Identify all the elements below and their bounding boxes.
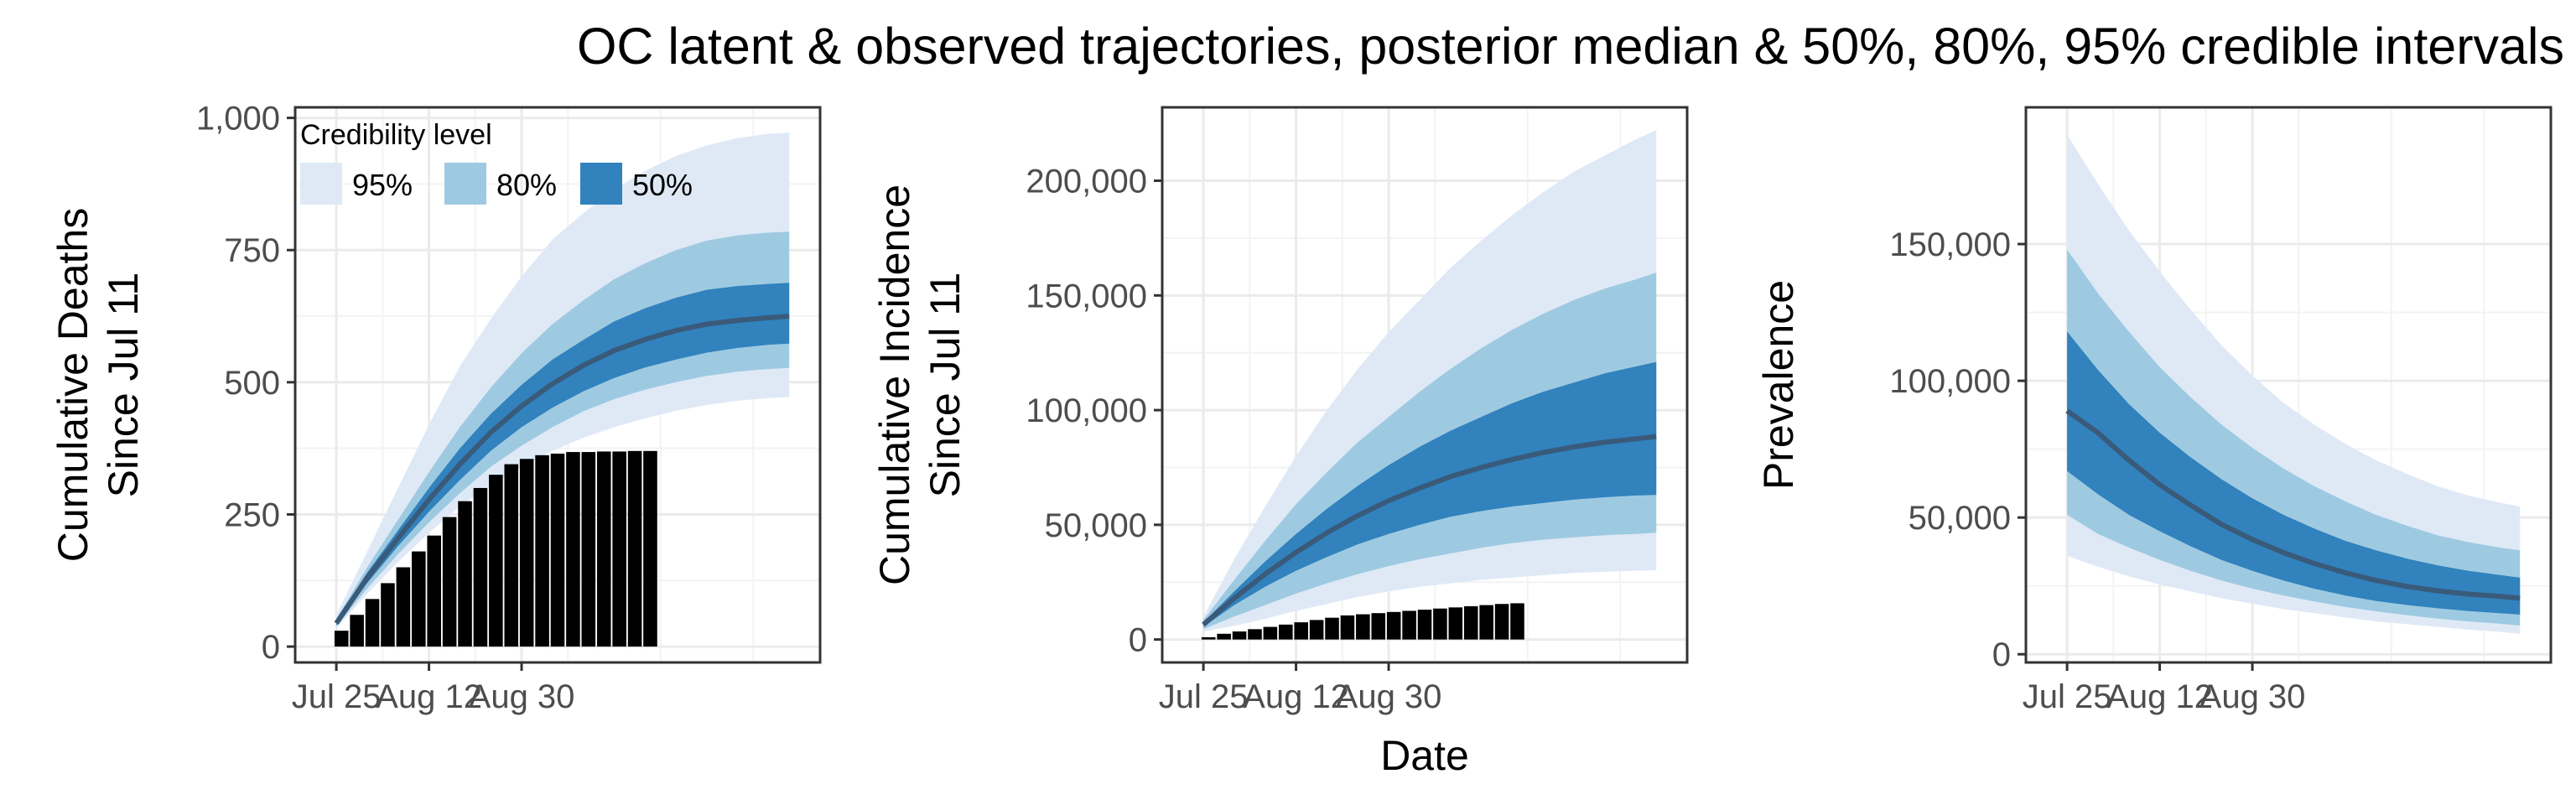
bar	[1433, 608, 1447, 640]
bar	[396, 567, 411, 647]
bar	[1479, 605, 1493, 640]
band-50	[336, 283, 790, 626]
y-tick-label: 250	[224, 496, 280, 533]
bar	[427, 535, 441, 647]
bar	[412, 551, 426, 647]
y-tick-label: 500	[224, 365, 280, 402]
bar	[442, 517, 457, 647]
y-tick-label: 100,000	[1889, 363, 2011, 400]
band-50	[1203, 361, 1657, 627]
bar	[1217, 633, 1231, 640]
y-axis-title: Prevalence	[1755, 280, 1802, 490]
bar	[350, 615, 364, 647]
x-axis-title: Date	[1380, 732, 1469, 779]
x-tick-label: Jul 25	[1159, 678, 1249, 715]
x-tick-label: Aug 30	[1336, 678, 1442, 715]
legend-swatch	[300, 163, 342, 205]
bar	[550, 453, 565, 647]
legend-label: 80%	[496, 168, 557, 202]
x-tick-label: Jul 25	[292, 678, 382, 715]
bar	[581, 452, 596, 647]
y-tick-label: 50,000	[1045, 507, 1147, 544]
y-axis-title-line: Since Jul 11	[100, 273, 147, 498]
y-tick-label: 150,000	[1026, 278, 1147, 314]
bar	[1402, 610, 1416, 640]
y-axis-title-line: Since Jul 11	[922, 273, 969, 498]
bar	[1294, 622, 1308, 640]
bar	[535, 454, 549, 647]
y-tick-label: 1,000	[196, 101, 280, 138]
x-tick-label: Aug 30	[469, 678, 575, 715]
bar	[1263, 626, 1278, 640]
bar	[519, 459, 534, 647]
bar	[504, 464, 519, 647]
bar	[1340, 615, 1355, 640]
observed-bars	[1201, 603, 1524, 640]
y-tick-label: 0	[1992, 636, 2011, 673]
median-line	[334, 314, 790, 625]
legend: Credibility level 95% 80% 50%	[300, 119, 693, 205]
legend-swatch	[580, 163, 622, 205]
bar	[458, 501, 472, 647]
median-line	[2065, 408, 2521, 601]
bar	[334, 631, 349, 647]
y-axis-title-line: Cumulative Incidence	[871, 184, 918, 585]
bar	[1386, 611, 1401, 640]
bar	[1248, 629, 1262, 640]
y-axis-title-line: Prevalence	[1755, 280, 1802, 490]
bar	[612, 451, 626, 647]
median-line	[1202, 434, 1657, 627]
bar	[365, 599, 380, 647]
figure-title: OC latent & observed trajectories, poste…	[576, 18, 2564, 75]
bar	[1448, 607, 1463, 640]
bar	[1494, 604, 1509, 640]
y-axis-title: Cumulative IncidenceSince Jul 11	[871, 184, 969, 585]
y-tick-label: 0	[262, 629, 280, 666]
observed-bars	[334, 450, 657, 647]
bar	[1232, 631, 1247, 640]
y-tick-label: 0	[1129, 622, 1147, 659]
bar	[1325, 617, 1339, 640]
bar	[1309, 620, 1324, 640]
panel-border	[1161, 106, 1689, 664]
legend-title: Credibility level	[300, 119, 492, 151]
bar	[627, 450, 642, 647]
bar	[489, 475, 503, 647]
x-tick-label: Aug 12	[2106, 678, 2213, 715]
bar	[1510, 603, 1524, 640]
y-tick-label: 100,000	[1026, 392, 1147, 429]
panel-border	[2024, 106, 2553, 664]
x-tick-label: Aug 30	[2199, 678, 2306, 715]
bar	[1279, 624, 1293, 640]
bar	[1463, 605, 1478, 640]
bar	[566, 452, 580, 647]
legend-swatch	[444, 163, 486, 205]
bar	[473, 487, 488, 647]
y-tick-label: 200,000	[1026, 164, 1147, 200]
legend-label: 50%	[632, 168, 693, 202]
bar	[1356, 614, 1370, 640]
bar	[1371, 613, 1386, 640]
y-tick-label: 750	[224, 232, 280, 269]
x-tick-label: Aug 12	[376, 678, 482, 715]
bar	[381, 583, 395, 647]
bar	[1201, 636, 1216, 640]
legend-label: 95%	[352, 168, 413, 202]
bar	[643, 450, 657, 647]
bar	[596, 451, 611, 647]
x-tick-label: Aug 12	[1243, 678, 1349, 715]
x-tick-label: Jul 25	[2023, 678, 2112, 715]
y-axis-title-line: Cumulative Deaths	[49, 208, 96, 562]
panel-border	[293, 106, 822, 664]
y-axis-title: Cumulative DeathsSince Jul 11	[49, 208, 147, 562]
bar	[1417, 610, 1432, 640]
y-tick-label: 150,000	[1889, 226, 2011, 263]
y-tick-label: 50,000	[1909, 500, 2011, 537]
